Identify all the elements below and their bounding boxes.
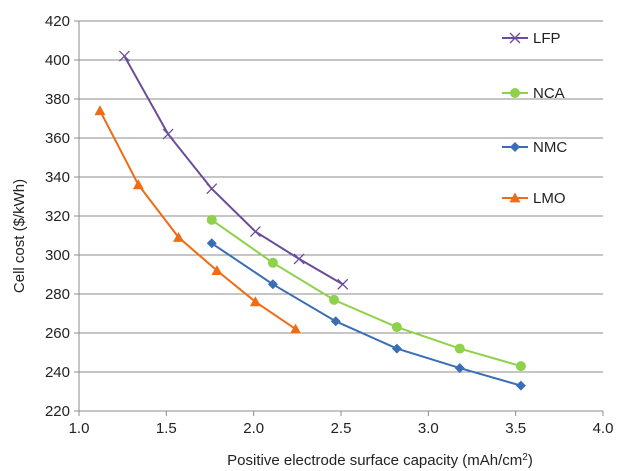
series-nmc <box>206 238 526 391</box>
x-tick-label: 4.0 <box>593 420 614 437</box>
y-tick-label: 220 <box>45 403 70 420</box>
data-point-lfp <box>293 253 305 265</box>
data-point-lmo <box>94 105 106 116</box>
x-axis-label-main: Positive electrode surface capacity (mAh… <box>227 452 522 469</box>
data-point-nca <box>329 294 340 305</box>
legend-item-nmc: NMC <box>502 139 567 156</box>
y-tick-label: 240 <box>45 364 70 381</box>
x-axis-label: Positive electrode surface capacity (mAh… <box>227 452 533 470</box>
legend-item-lfp: LFP <box>502 30 561 47</box>
data-point-nmc <box>267 279 278 290</box>
data-point-lmo <box>173 231 185 242</box>
data-point-nmc <box>454 363 465 374</box>
legend-label-nmc: NMC <box>533 139 567 156</box>
data-point-lfp <box>206 183 218 195</box>
axes <box>74 20 604 416</box>
y-tick-label: 260 <box>45 325 70 342</box>
series-line-nca <box>211 219 522 368</box>
y-tick-label: 420 <box>45 13 70 30</box>
data-point-nmc <box>206 238 217 249</box>
x-tick-label: 2.0 <box>243 420 264 437</box>
data-point-lmo <box>290 323 302 334</box>
legend-item-nca: NCA <box>502 85 565 102</box>
y-tick-label: 340 <box>45 169 70 186</box>
legend-marker-lfp <box>509 32 521 44</box>
y-tick-label: 300 <box>45 247 70 264</box>
legend: LFP NCA NMC LMO <box>502 30 567 207</box>
series-line-lmo <box>99 110 297 330</box>
x-tick-labels: 1.0 1.5 2.0 2.5 3.0 3.5 4.0 <box>69 420 614 437</box>
data-point-lmo <box>132 179 144 190</box>
y-tick-labels: 220 240 260 280 300 320 340 360 380 400 420 <box>45 13 70 420</box>
y-tick-label: 320 <box>45 208 70 225</box>
data-point-lmo <box>249 296 261 307</box>
legend-item-lmo: LMO <box>502 190 566 207</box>
data-point-nca <box>206 214 217 225</box>
series-group <box>94 50 526 391</box>
series-lmo <box>94 105 302 334</box>
data-point-nca <box>391 322 402 333</box>
x-tick-label: 2.5 <box>331 420 352 437</box>
x-tick-label: 3.0 <box>418 420 439 437</box>
legend-marker-nca <box>510 88 520 98</box>
x-tick-label: 1.5 <box>156 420 177 437</box>
data-point-nmc <box>391 343 402 354</box>
legend-label-lmo: LMO <box>533 190 566 207</box>
legend-marker-nmc <box>510 142 520 152</box>
data-point-lfp <box>337 278 349 290</box>
data-point-lfp <box>118 50 130 62</box>
data-point-lmo <box>211 265 223 275</box>
x-tick-label: 3.5 <box>505 420 526 437</box>
data-point-nmc <box>330 316 341 327</box>
x-tick-label: 1.0 <box>69 420 90 437</box>
y-tick-label: 400 <box>45 52 70 69</box>
legend-label-nca: NCA <box>533 85 565 102</box>
series-nca <box>206 214 526 372</box>
y-tick-label: 280 <box>45 286 70 303</box>
data-point-lfp <box>162 128 174 140</box>
y-tick-label: 360 <box>45 130 70 147</box>
data-point-nca <box>515 361 526 372</box>
data-point-lfp <box>249 226 261 238</box>
y-tick-label: 380 <box>45 91 70 108</box>
data-point-nca <box>267 257 278 268</box>
x-axis-label-tail: ) <box>528 452 533 469</box>
data-point-nmc <box>515 380 526 391</box>
series-line-lfp <box>123 55 344 286</box>
series-lfp <box>118 50 349 290</box>
x-axis-label-sup: 2 <box>522 452 528 463</box>
y-axis-label: Cell cost ($/kWh) <box>11 179 28 293</box>
legend-label-lfp: LFP <box>533 30 561 47</box>
grid-lines <box>79 20 603 412</box>
series-line-nmc <box>211 242 522 387</box>
legend-marker-lmo <box>509 192 521 203</box>
data-point-nca <box>454 343 465 354</box>
